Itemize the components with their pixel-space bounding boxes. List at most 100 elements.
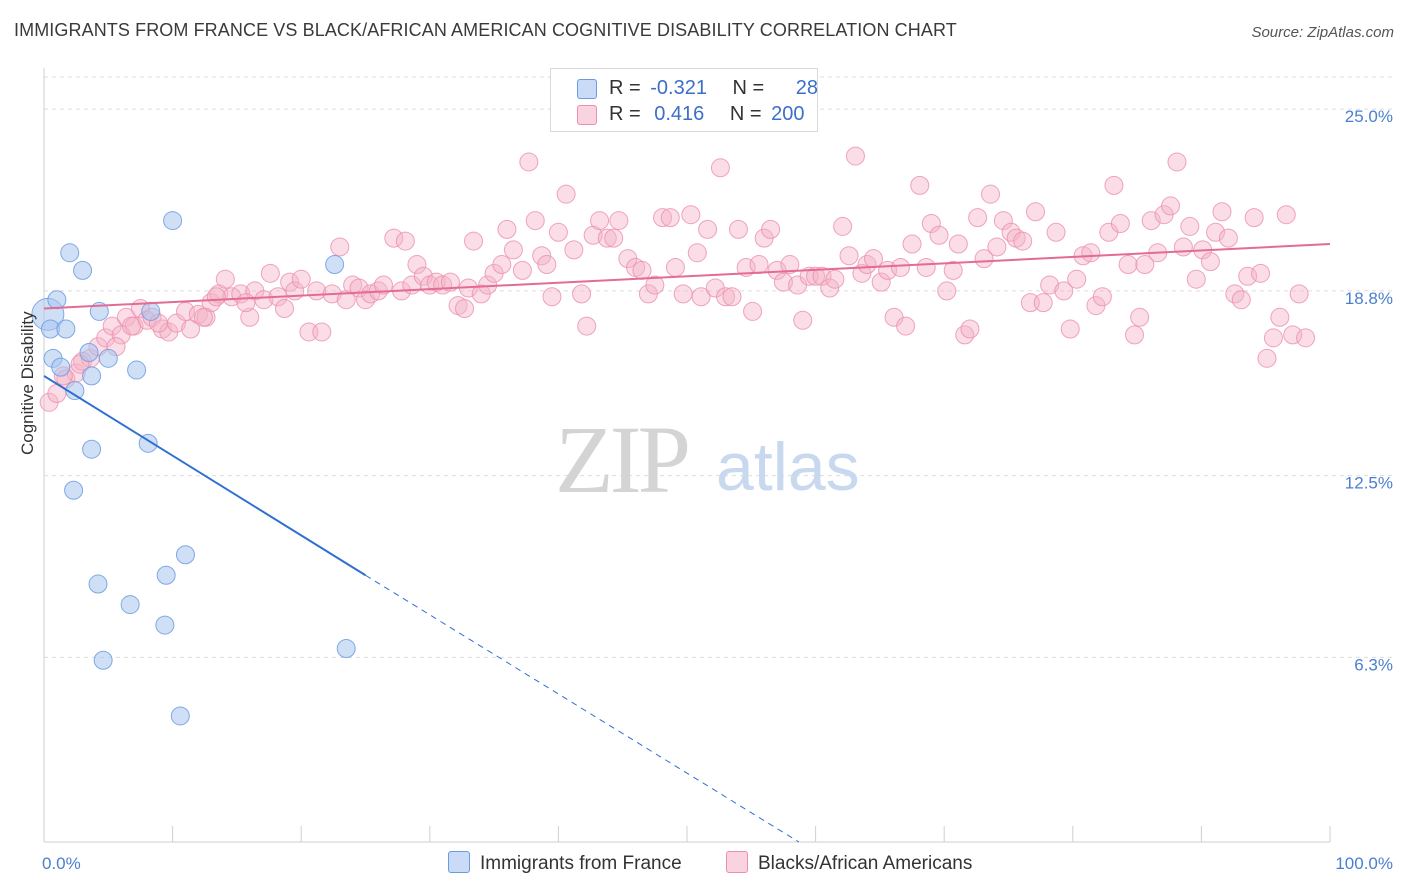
data-point-blacks bbox=[1110, 213, 1130, 233]
data-point-blacks bbox=[1060, 319, 1080, 339]
data-point-blacks bbox=[863, 249, 883, 269]
data-point-blacks bbox=[206, 287, 226, 307]
data-point-blacks bbox=[274, 299, 294, 319]
data-point-blacks bbox=[974, 249, 994, 269]
data-point-france bbox=[170, 706, 190, 726]
data-point-blacks bbox=[548, 222, 568, 242]
data-point-blacks bbox=[910, 175, 930, 195]
data-point-france bbox=[93, 650, 113, 670]
data-point-blacks bbox=[407, 255, 427, 275]
data-point-blacks bbox=[890, 257, 910, 277]
data-point-blacks bbox=[1238, 266, 1258, 286]
bottom-legend-swatch-blacks bbox=[726, 851, 748, 873]
data-point-blacks bbox=[987, 237, 1007, 257]
data-point-blacks bbox=[1270, 307, 1290, 327]
data-point-blacks bbox=[653, 208, 673, 228]
data-point-france bbox=[82, 439, 102, 459]
bottom-legend-label-blacks: Blacks/African Americans bbox=[758, 853, 973, 874]
watermark-zip: ZIP bbox=[555, 406, 688, 513]
data-point-blacks bbox=[902, 234, 922, 254]
data-point-blacks bbox=[330, 237, 350, 257]
data-point-blacks bbox=[537, 255, 557, 275]
legend-swatch-france bbox=[577, 79, 597, 99]
data-point-blacks bbox=[503, 240, 523, 260]
data-point-blacks bbox=[542, 287, 562, 307]
legend-r-label: R = bbox=[609, 77, 641, 99]
data-point-blacks bbox=[716, 287, 736, 307]
data-point-blacks bbox=[556, 184, 576, 204]
bottom-legend-label-france: Immigrants from France bbox=[480, 853, 682, 874]
data-point-blacks bbox=[960, 319, 980, 339]
data-point-blacks bbox=[240, 307, 260, 327]
data-point-france bbox=[79, 342, 99, 362]
data-point-blacks bbox=[512, 260, 532, 280]
data-point-blacks bbox=[455, 299, 475, 319]
data-point-blacks bbox=[215, 269, 235, 289]
data-point-blacks bbox=[743, 301, 763, 321]
data-point-blacks bbox=[181, 319, 201, 339]
data-point-blacks bbox=[307, 281, 327, 301]
trend-line-france-extension bbox=[365, 574, 800, 843]
data-point-blacks bbox=[710, 158, 730, 178]
data-point-blacks bbox=[374, 275, 394, 295]
data-point-blacks bbox=[645, 275, 665, 295]
data-point-blacks bbox=[780, 255, 800, 275]
legend-n-label: N = bbox=[729, 103, 762, 125]
source-label: Source: ZipAtlas.com bbox=[1251, 24, 1394, 41]
data-point-blacks bbox=[943, 260, 963, 280]
data-point-blacks bbox=[937, 281, 957, 301]
bottom-legend-blacks: Blacks/African Americans bbox=[726, 851, 972, 875]
data-point-blacks bbox=[464, 231, 484, 251]
data-point-blacks bbox=[121, 316, 141, 336]
data-point-blacks bbox=[1161, 196, 1181, 216]
data-point-blacks bbox=[691, 287, 711, 307]
data-point-blacks bbox=[1026, 202, 1046, 222]
data-point-blacks bbox=[519, 152, 539, 172]
watermark: ZIP atlas bbox=[555, 406, 860, 513]
data-point-blacks bbox=[395, 231, 415, 251]
series-france-points bbox=[31, 211, 356, 726]
data-point-blacks bbox=[1104, 175, 1124, 195]
data-point-blacks bbox=[1130, 307, 1150, 327]
data-point-blacks bbox=[673, 284, 693, 304]
data-point-blacks bbox=[1296, 328, 1316, 348]
data-point-blacks bbox=[916, 257, 936, 277]
data-point-blacks bbox=[833, 216, 853, 236]
data-point-blacks bbox=[1206, 222, 1226, 242]
data-point-blacks bbox=[968, 208, 988, 228]
data-point-blacks bbox=[532, 246, 552, 266]
data-point-france bbox=[336, 639, 356, 659]
data-point-blacks bbox=[698, 219, 718, 239]
data-point-blacks bbox=[1118, 255, 1138, 275]
data-point-france bbox=[163, 211, 183, 231]
data-point-france bbox=[88, 574, 108, 594]
data-point-blacks bbox=[1046, 222, 1066, 242]
data-point-blacks bbox=[260, 263, 280, 283]
legend-swatch-blacks bbox=[577, 105, 597, 125]
data-point-blacks bbox=[820, 278, 840, 298]
data-point-blacks bbox=[921, 213, 941, 233]
legend-r-value-france: -0.321 bbox=[650, 77, 707, 99]
data-point-blacks bbox=[1276, 205, 1296, 225]
data-point-blacks bbox=[773, 272, 793, 292]
stats-legend: R = -0.321 N = 28 R = 0.416 N = 200 bbox=[550, 68, 818, 132]
data-point-blacks bbox=[1212, 202, 1232, 222]
data-point-blacks bbox=[681, 205, 701, 225]
data-point-france bbox=[156, 565, 176, 585]
data-point-blacks bbox=[839, 246, 859, 266]
data-point-france bbox=[120, 595, 140, 615]
data-point-blacks bbox=[687, 243, 707, 263]
data-point-blacks bbox=[955, 325, 975, 345]
trend-line-blacks bbox=[43, 243, 1331, 310]
data-point-blacks bbox=[929, 225, 949, 245]
data-point-france bbox=[47, 290, 67, 310]
data-point-blacks bbox=[728, 219, 748, 239]
data-point-blacks bbox=[291, 269, 311, 289]
y-tick-label: 12.5% bbox=[1345, 474, 1393, 493]
data-point-blacks bbox=[188, 304, 208, 324]
data-point-blacks bbox=[597, 228, 617, 248]
data-point-blacks bbox=[384, 228, 404, 248]
data-point-blacks bbox=[1257, 348, 1277, 368]
data-point-blacks bbox=[312, 322, 332, 342]
data-point-france bbox=[64, 480, 84, 500]
